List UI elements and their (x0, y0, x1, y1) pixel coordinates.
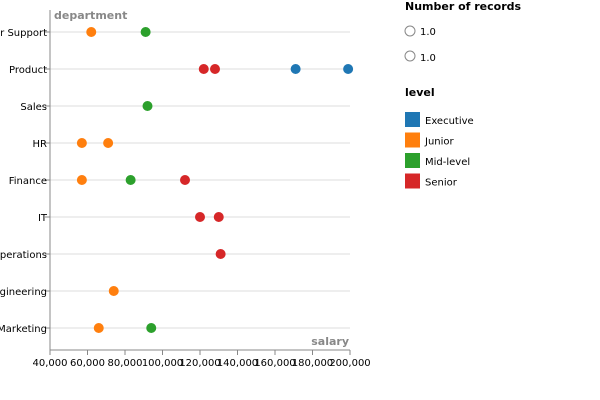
x-tick-label: 180,000 (292, 358, 333, 369)
data-point (290, 64, 301, 74)
y-tick-label: Finance (9, 176, 47, 187)
legend-swatch (405, 112, 420, 127)
x-tick-label: 140,000 (217, 358, 258, 369)
x-tick-label: 40,000 (33, 358, 68, 369)
y-tick-label: IT (38, 213, 48, 224)
color-legend-title: level (405, 86, 435, 99)
y-tick-label: Product (9, 65, 47, 76)
size-legend-symbol (404, 25, 416, 37)
y-tick-label: Marketing (0, 324, 47, 335)
data-point (210, 64, 220, 74)
legend-label: Executive (425, 116, 474, 127)
data-point (343, 64, 354, 74)
data-point (103, 138, 114, 148)
x-tick-labels: 40,000 60,000 80,000 100,000120,000140,0001… (33, 350, 371, 369)
data-point (198, 64, 209, 74)
x-tick-label: 60,000 (70, 358, 105, 369)
legend-label: Junior (424, 137, 455, 148)
y-tick-label: r Support (0, 28, 47, 39)
data-point (180, 175, 190, 185)
data-point (140, 27, 151, 37)
y-axis-title: department (54, 9, 127, 22)
data-point (93, 323, 104, 333)
data-point (76, 138, 87, 148)
legend-label: Senior (425, 178, 458, 189)
data-point (195, 212, 205, 222)
data-point (142, 101, 153, 111)
size-legend-label: 1.0 (420, 27, 436, 38)
data-point (76, 175, 87, 185)
x-tick-label: 120,000 (179, 358, 220, 369)
data-point (108, 286, 119, 296)
data-point (86, 27, 97, 37)
y-tick-label: HR (33, 139, 48, 150)
x-tick-label: 80,000 (108, 358, 143, 369)
y-tick-labels: r Support Product Sales HR Finance IT peration… (0, 28, 50, 335)
y-tick-label: perations (0, 250, 47, 261)
legend-swatch (405, 132, 420, 148)
legend-swatch (405, 173, 420, 189)
x-axis-title: salary (311, 335, 349, 348)
x-tick-label: 200,000 (329, 358, 370, 369)
size-legend-label: 1.0 (420, 53, 436, 64)
legend-label: Mid-level (425, 157, 470, 168)
size-legend-title: Number of records (405, 0, 522, 13)
size-legend: Number of records 1.0 1.0 (404, 0, 522, 64)
data-point (125, 175, 136, 185)
data-point (146, 323, 157, 333)
size-legend-symbol (404, 50, 416, 62)
y-tick-label: gineering (0, 287, 47, 298)
x-tick-label: 160,000 (254, 358, 295, 369)
data-point (213, 212, 224, 222)
grid (50, 31, 350, 329)
data-points (76, 27, 354, 333)
x-tick-label: 100,000 (142, 358, 183, 369)
y-tick-label: Sales (20, 102, 47, 113)
color-legend: level Executive Junior Mid-level Senior (405, 86, 474, 189)
legend-swatch (405, 153, 420, 168)
data-point (215, 249, 226, 259)
